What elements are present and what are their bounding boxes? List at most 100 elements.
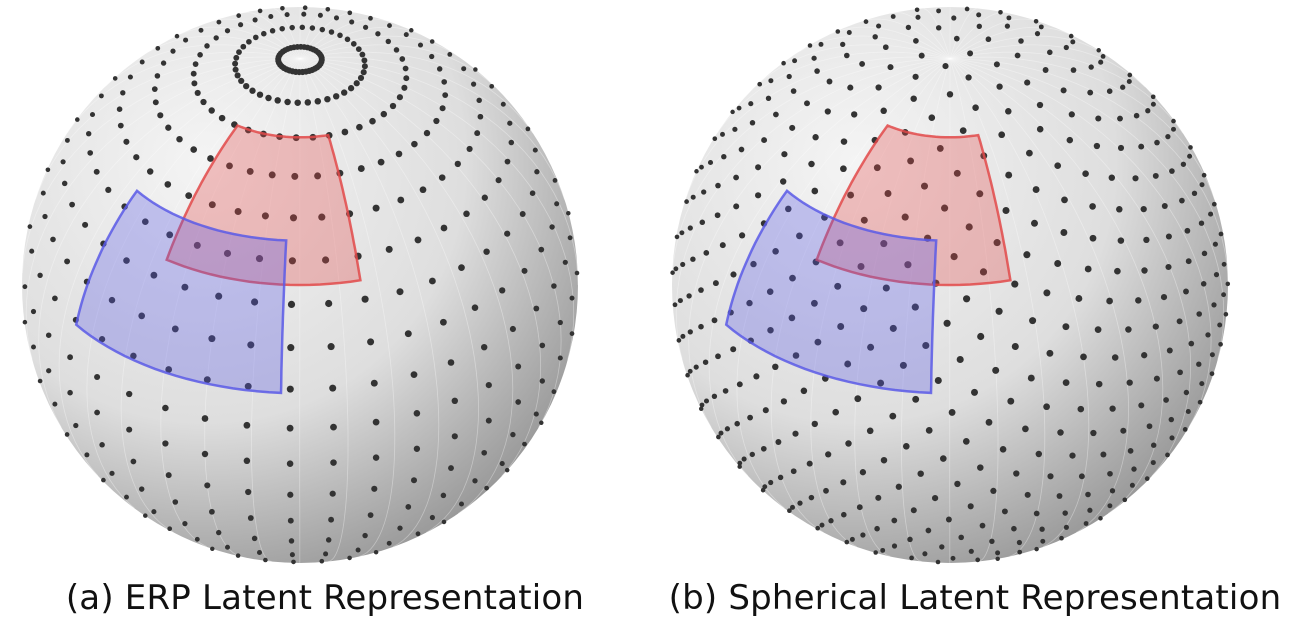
sample-dot (1221, 261, 1227, 267)
sample-dot (302, 5, 308, 10)
sample-dot (165, 472, 172, 479)
sample-dot (1075, 295, 1083, 302)
sample-dot (138, 486, 145, 492)
sample-dot (499, 461, 505, 467)
sample-dot (1117, 237, 1125, 244)
sample-dot (694, 169, 699, 174)
sample-dot (330, 459, 337, 466)
sample-dot (1095, 115, 1102, 122)
sample-dot (93, 168, 100, 175)
sample-dot (958, 534, 964, 541)
sample-dot (1056, 493, 1063, 499)
sample-dot (191, 80, 198, 87)
sample-dot (317, 12, 323, 18)
sample-dot (67, 389, 73, 396)
sample-dot (130, 458, 137, 465)
sample-dot (1047, 473, 1054, 480)
sample-dot (327, 343, 335, 351)
sample-dot (73, 422, 79, 429)
sample-dot (1211, 302, 1217, 308)
sample-dot (699, 164, 704, 170)
sample-dot (294, 99, 301, 106)
sample-dot (361, 295, 369, 303)
sample-dot (907, 536, 913, 543)
sample-dot (182, 520, 188, 527)
sample-dot (867, 343, 875, 351)
sample-dot (1089, 234, 1097, 242)
blue-patch (74, 188, 288, 395)
sample-dot (1036, 101, 1044, 109)
sample-dot (105, 186, 112, 193)
spherical-sphere-diagram (670, 6, 1231, 565)
sample-dot (925, 527, 932, 534)
sample-dot (89, 111, 96, 118)
sample-dot (279, 25, 285, 32)
sample-dot (792, 58, 798, 64)
sample-dot (263, 557, 268, 563)
sample-dot (463, 210, 470, 218)
sample-dot (757, 81, 763, 87)
sample-dot (75, 117, 80, 122)
sample-dot (797, 500, 803, 506)
sample-dot (472, 478, 478, 484)
sample-dot (1106, 297, 1113, 305)
sample-dot (1141, 352, 1148, 359)
sample-dot (768, 479, 774, 486)
sample-dot (1054, 260, 1062, 267)
sample-dot (749, 120, 756, 126)
sample-dot (389, 102, 397, 110)
sample-dot (98, 93, 104, 99)
sample-dot (847, 84, 854, 91)
sample-dot (928, 114, 936, 122)
sample-dot (367, 338, 375, 346)
sample-dot (860, 532, 866, 538)
sample-dot (466, 145, 473, 152)
sample-dot (1063, 524, 1069, 530)
sample-dot (1006, 15, 1012, 21)
sample-dot (515, 399, 522, 405)
sample-dot (174, 33, 180, 39)
sample-dot (733, 203, 740, 210)
sample-dot (481, 194, 488, 201)
sample-dot (240, 43, 247, 50)
sample-dot (781, 151, 788, 158)
sample-dot (1095, 380, 1103, 388)
sample-dot (1040, 538, 1046, 544)
sample-dot (1042, 67, 1049, 73)
sample-dot (1005, 108, 1012, 115)
sample-dot (489, 83, 495, 89)
sample-dot (956, 355, 964, 364)
sample-dot (1011, 525, 1017, 532)
sample-dot (679, 230, 685, 236)
sample-dot (1150, 460, 1156, 466)
sample-dot (746, 299, 753, 307)
sample-dot (993, 239, 1001, 247)
sample-dot (22, 284, 28, 290)
sample-dot (792, 430, 799, 437)
sample-dot (992, 366, 1000, 374)
sample-dot (1217, 322, 1223, 328)
sample-dot (29, 248, 35, 254)
sample-dot (166, 231, 174, 239)
sample-dot (1218, 231, 1224, 237)
sample-dot (371, 485, 378, 492)
sample-dot (748, 101, 754, 107)
sample-dot (1114, 267, 1121, 275)
sample-dot (889, 324, 897, 332)
sample-dot (289, 24, 295, 31)
sample-dot (325, 6, 331, 12)
sample-dot (393, 47, 400, 53)
sample-dot (440, 492, 447, 499)
sample-dot (698, 287, 704, 293)
sample-dot (87, 150, 94, 156)
sample-dot (912, 395, 920, 403)
sample-dot (60, 159, 66, 165)
sample-dot (884, 190, 892, 197)
sample-dot (216, 19, 222, 25)
sample-dot (690, 256, 696, 262)
sample-dot (152, 99, 159, 106)
sample-dot (368, 15, 373, 21)
sample-dot (409, 28, 414, 33)
sample-dot (941, 204, 949, 212)
sample-dot (403, 75, 410, 82)
